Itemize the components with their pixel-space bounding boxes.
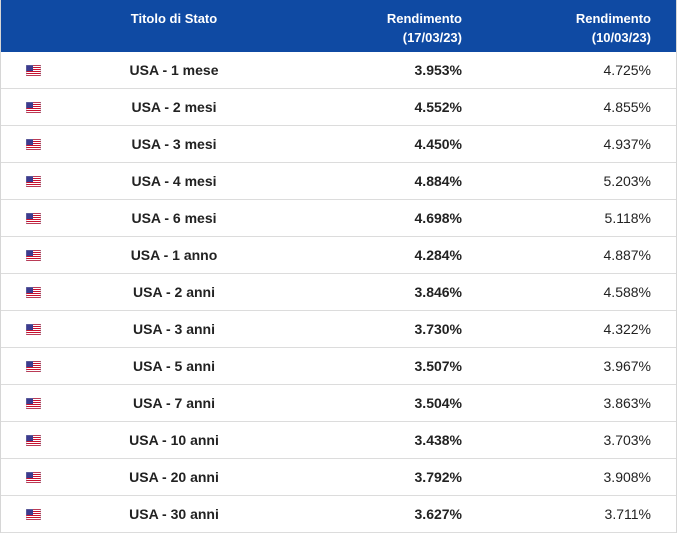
- yield-current: 4.884%: [414, 173, 462, 189]
- bond-name: USA - 2 anni: [133, 284, 215, 300]
- bond-name: USA - 2 mesi: [131, 99, 217, 115]
- bond-name: USA - 6 mesi: [131, 210, 217, 226]
- bond-name: USA - 1 anno: [130, 247, 218, 263]
- yield-current: 3.438%: [414, 432, 462, 448]
- yield-current: 3.627%: [414, 506, 462, 522]
- bond-name: USA - 1 mese: [129, 62, 219, 78]
- table-row: USA - 5 anni 3.507% 3.967%: [1, 348, 676, 385]
- header-cell: Rendimento (10/03/23): [576, 9, 651, 47]
- yield-previous: 3.703%: [603, 432, 651, 448]
- table-row: USA - 3 anni 3.730% 4.322%: [1, 311, 676, 348]
- yield-previous: 5.203%: [603, 173, 651, 189]
- table-row: USA - 2 mesi 4.552% 4.855%: [1, 89, 676, 126]
- bond-name: USA - 7 anni: [133, 395, 215, 411]
- yield-previous: 4.855%: [603, 99, 651, 115]
- table-row: USA - 10 anni 3.438% 3.703%: [1, 422, 676, 459]
- us-flag: [26, 250, 41, 261]
- yield-current: 3.504%: [414, 395, 462, 411]
- us-flag: [26, 361, 41, 372]
- bond-name: USA - 10 anni: [129, 432, 219, 448]
- yield-previous: 3.863%: [603, 395, 651, 411]
- bond-name: USA - 3 anni: [133, 321, 215, 337]
- us-flag: [26, 65, 41, 76]
- bond-name: USA - 20 anni: [129, 469, 219, 485]
- yield-previous: 3.967%: [603, 358, 651, 374]
- header-cell: Rendimento (17/03/23): [387, 9, 462, 47]
- yield-previous: 4.725%: [603, 62, 651, 78]
- yield-current: 4.698%: [414, 210, 462, 226]
- yield-current: 3.792%: [414, 469, 462, 485]
- table-row: USA - 3 mesi 4.450% 4.937%: [1, 126, 676, 163]
- bond-name: USA - 3 mesi: [131, 136, 217, 152]
- bond-name: USA - 5 anni: [133, 358, 215, 374]
- header-text: (17/03/23): [402, 30, 462, 45]
- us-flag: [26, 176, 41, 187]
- us-flag: [26, 509, 41, 520]
- us-flag: [26, 213, 41, 224]
- yield-current: 3.730%: [414, 321, 462, 337]
- yield-current: 4.284%: [414, 247, 462, 263]
- yield-current: 3.953%: [414, 62, 462, 78]
- header-text: Rendimento: [386, 11, 462, 26]
- table-row: USA - 30 anni 3.627% 3.711%: [1, 496, 676, 533]
- table-row: USA - 20 anni 3.792% 3.908%: [1, 459, 676, 496]
- yield-previous: 4.322%: [603, 321, 651, 337]
- bond-name: USA - 4 mesi: [131, 173, 217, 189]
- yield-current: 3.846%: [414, 284, 462, 300]
- us-flag: [26, 435, 41, 446]
- yield-current: 4.552%: [414, 99, 462, 115]
- us-flag: [26, 324, 41, 335]
- table-row: USA - 2 anni 3.846% 4.588%: [1, 274, 676, 311]
- header-text: Titolo di Stato: [130, 11, 218, 26]
- table-row: USA - 6 mesi 4.698% 5.118%: [1, 200, 676, 237]
- header-text: Rendimento: [575, 11, 651, 26]
- us-flag: [26, 139, 41, 150]
- yield-previous: 3.711%: [604, 506, 651, 522]
- us-flag: [26, 398, 41, 409]
- us-flag: [26, 287, 41, 298]
- header-text: (10/03/23): [591, 30, 651, 45]
- bond-name: USA - 30 anni: [129, 506, 219, 522]
- us-flag: [26, 102, 41, 113]
- us-flag: [26, 472, 41, 483]
- yield-previous: 4.887%: [603, 247, 651, 263]
- table-header: Titolo di Stato Rendimento (17/03/23) Rendi…: [1, 0, 676, 52]
- yield-previous: 4.937%: [603, 136, 651, 152]
- header-cell: Titolo di Stato: [96, 9, 252, 28]
- yield-previous: 3.908%: [603, 469, 651, 485]
- yield-current: 4.450%: [414, 136, 462, 152]
- table-row: USA - 4 mesi 4.884% 5.203%: [1, 163, 676, 200]
- yield-previous: 4.588%: [603, 284, 651, 300]
- table-row: USA - 1 anno 4.284% 4.887%: [1, 237, 676, 274]
- table-row: USA - 7 anni 3.504% 3.863%: [1, 385, 676, 422]
- table-row: USA - 1 mese 3.953% 4.725%: [1, 52, 676, 89]
- yield-previous: 5.118%: [604, 210, 651, 226]
- yield-current: 3.507%: [414, 358, 462, 374]
